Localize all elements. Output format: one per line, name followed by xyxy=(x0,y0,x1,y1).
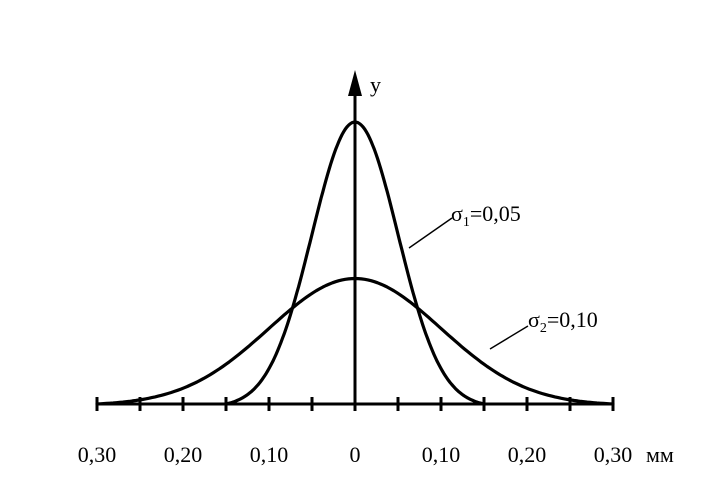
series-label-leader-1 xyxy=(408,217,453,249)
y-axis-arrow xyxy=(348,70,362,96)
x-tick-label-1: 0,20 xyxy=(164,442,203,467)
series-curve-sigma-0.05 xyxy=(224,120,486,406)
y-axis-label: y xyxy=(370,72,381,97)
x-tick-label-4: 0,10 xyxy=(422,442,461,467)
series-label-sigma-2: σ2=0,10 xyxy=(528,307,598,336)
series-label-leader-2 xyxy=(489,325,529,350)
x-tick-label-3: 0 xyxy=(350,442,361,467)
x-axis-unit-label: мм xyxy=(646,442,674,467)
series-label-sigma-1: σ1=0,05 xyxy=(451,201,521,230)
x-tick-label-5: 0,20 xyxy=(508,442,547,467)
series-curve-sigma-0.10 xyxy=(95,276,615,406)
x-tick-label-2: 0,10 xyxy=(250,442,289,467)
x-tick-label-6: 0,30 xyxy=(594,442,633,467)
x-axis-tick-labels: 0,30 0,20 0,10 0 0,10 0,20 0,30 xyxy=(78,442,633,467)
x-tick-label-0: 0,30 xyxy=(78,442,117,467)
